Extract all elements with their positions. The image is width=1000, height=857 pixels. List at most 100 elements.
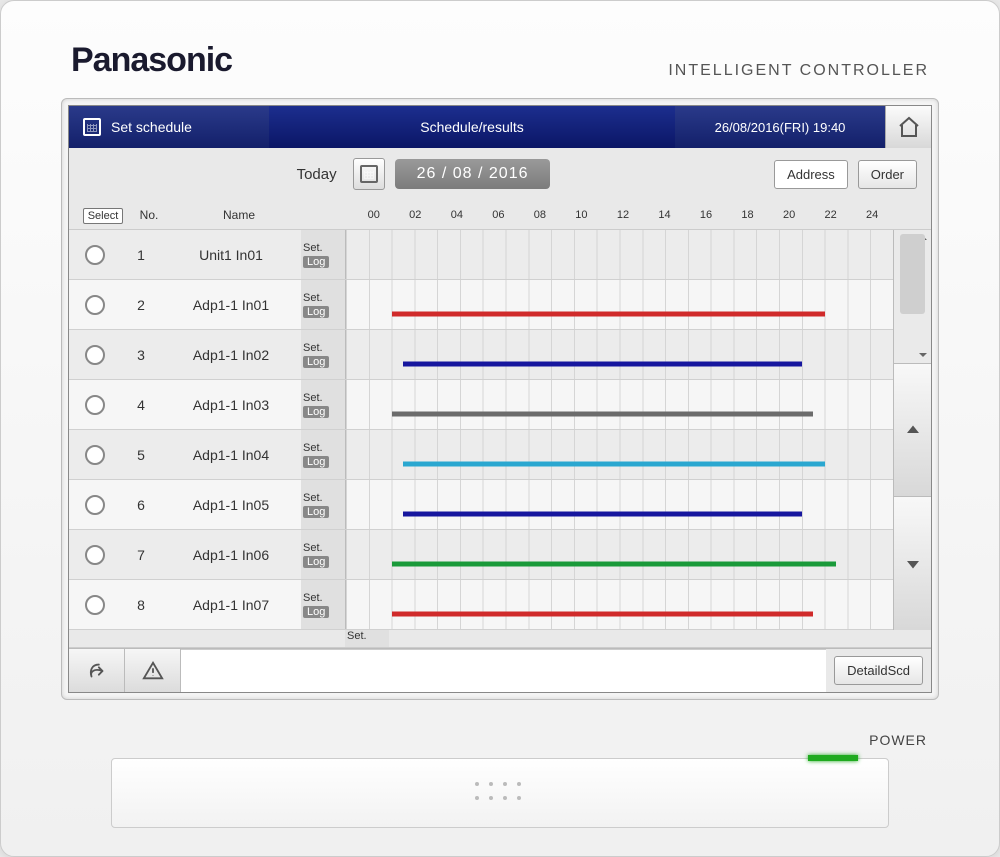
table-header: Select No. Name 000204060810121416182022… (69, 200, 931, 230)
brand-logo: Panasonic (71, 41, 232, 80)
schedule-bar (403, 512, 802, 517)
home-button[interactable] (885, 106, 931, 148)
hour-label: 20 (768, 209, 810, 221)
schedule-bar (392, 612, 814, 617)
row-no: 6 (121, 480, 161, 529)
row-name: Adp1-1 In04 (161, 430, 301, 479)
table-row: 4Adp1-1 In03Set.Log (69, 380, 893, 430)
row-timeline (345, 580, 893, 629)
row-name: Adp1-1 In02 (161, 330, 301, 379)
row-select-radio[interactable] (85, 245, 105, 265)
row-no: 2 (121, 280, 161, 329)
hour-label: 14 (644, 209, 686, 221)
table-row: 3Adp1-1 In02Set.Log (69, 330, 893, 380)
row-name: Adp1-1 In06 (161, 530, 301, 579)
row-name: Adp1-1 In05 (161, 480, 301, 529)
table-row: 5Adp1-1 In04Set.Log (69, 430, 893, 480)
brand-row: Panasonic INTELLIGENT CONTROLLER (61, 41, 939, 80)
alert-button[interactable] (125, 649, 181, 692)
row-name: Unit1 In01 (161, 230, 301, 279)
row-no: 1 (121, 230, 161, 279)
scrollbar-track[interactable] (894, 230, 931, 363)
row-no: 4 (121, 380, 161, 429)
row-select-radio[interactable] (85, 295, 105, 315)
select-all-button[interactable]: Select (83, 208, 124, 224)
toolbar: Today 26 / 08 / 2016 Address Order (69, 148, 931, 200)
row-no: 5 (121, 430, 161, 479)
header-left-label: Set schedule (111, 119, 192, 135)
row-setlog: Set.Log (301, 430, 345, 479)
table-row: 7Adp1-1 In06Set.Log (69, 530, 893, 580)
hour-label: 10 (561, 209, 603, 221)
schedule-bar (392, 412, 814, 417)
next-row-peek: Set. (69, 630, 931, 648)
order-button[interactable]: Order (858, 160, 917, 189)
chevron-down-icon (904, 555, 922, 573)
back-button[interactable] (69, 649, 125, 692)
device-bezel: Panasonic INTELLIGENT CONTROLLER Set sch… (0, 0, 1000, 857)
row-setlog: Set.Log (301, 580, 345, 629)
calendar-icon (360, 165, 378, 183)
power-label: POWER (869, 732, 927, 748)
row-setlog: Set.Log (301, 330, 345, 379)
schedule-bar (403, 362, 802, 367)
row-name: Adp1-1 In03 (161, 380, 301, 429)
hour-label: 22 (810, 209, 852, 221)
speaker-dots (475, 782, 525, 804)
footer-fill (181, 649, 826, 692)
rows-container: 1Unit1 In01Set.Log2Adp1-1 In01Set.Log3Ad… (69, 230, 893, 630)
row-setlog: Set.Log (301, 480, 345, 529)
col-name: Name (169, 208, 309, 222)
table-row: 2Adp1-1 In01Set.Log (69, 280, 893, 330)
row-setlog: Set.Log (301, 530, 345, 579)
header-bar: Set schedule Schedule/results 26/08/2016… (69, 106, 931, 148)
row-select-radio[interactable] (85, 595, 105, 615)
screen-frame: Set schedule Schedule/results 26/08/2016… (61, 98, 939, 700)
row-setlog: Set.Log (301, 380, 345, 429)
detail-schedule-button[interactable]: DetaildScd (834, 656, 923, 685)
bottom-panel (111, 758, 889, 828)
row-select-radio[interactable] (85, 495, 105, 515)
vertical-scroll (893, 230, 931, 630)
power-led (808, 755, 858, 761)
hour-label: 24 (851, 209, 893, 221)
row-no: 3 (121, 330, 161, 379)
row-select-radio[interactable] (85, 445, 105, 465)
scrollbar-thumb[interactable] (900, 234, 925, 314)
header-left[interactable]: Set schedule (69, 106, 269, 148)
hour-label: 18 (727, 209, 769, 221)
footer-bar: DetaildScd (69, 648, 931, 692)
row-name: Adp1-1 In01 (161, 280, 301, 329)
table-row: 6Adp1-1 In05Set.Log (69, 480, 893, 530)
hour-label: 02 (395, 209, 437, 221)
row-select-radio[interactable] (85, 545, 105, 565)
chevron-up-icon (904, 421, 922, 439)
back-icon (86, 660, 108, 682)
device-subtitle: INTELLIGENT CONTROLLER (668, 62, 929, 80)
row-timeline (345, 530, 893, 579)
row-no: 8 (121, 580, 161, 629)
row-no: 7 (121, 530, 161, 579)
scroll-down-button[interactable] (894, 496, 931, 630)
date-picker-button[interactable] (353, 158, 385, 190)
calendar-icon (83, 118, 101, 136)
row-timeline (345, 230, 893, 279)
header-mid-label: Schedule/results (420, 119, 524, 135)
schedule-bar (392, 562, 836, 567)
address-button[interactable]: Address (774, 160, 848, 189)
alert-icon (142, 660, 164, 682)
row-timeline (345, 480, 893, 529)
schedule-bar (392, 312, 825, 317)
date-display: 26 / 08 / 2016 (395, 159, 551, 189)
table-row: 1Unit1 In01Set.Log (69, 230, 893, 280)
scroll-up-button[interactable] (894, 363, 931, 497)
row-select-radio[interactable] (85, 345, 105, 365)
row-setlog: Set.Log (301, 230, 345, 279)
timeline-header: 00020406081012141618202224 (353, 209, 893, 221)
hour-label: 04 (436, 209, 478, 221)
row-select-radio[interactable] (85, 395, 105, 415)
row-timeline (345, 380, 893, 429)
hour-label: 16 (685, 209, 727, 221)
home-icon (897, 115, 921, 139)
hour-label: 12 (602, 209, 644, 221)
